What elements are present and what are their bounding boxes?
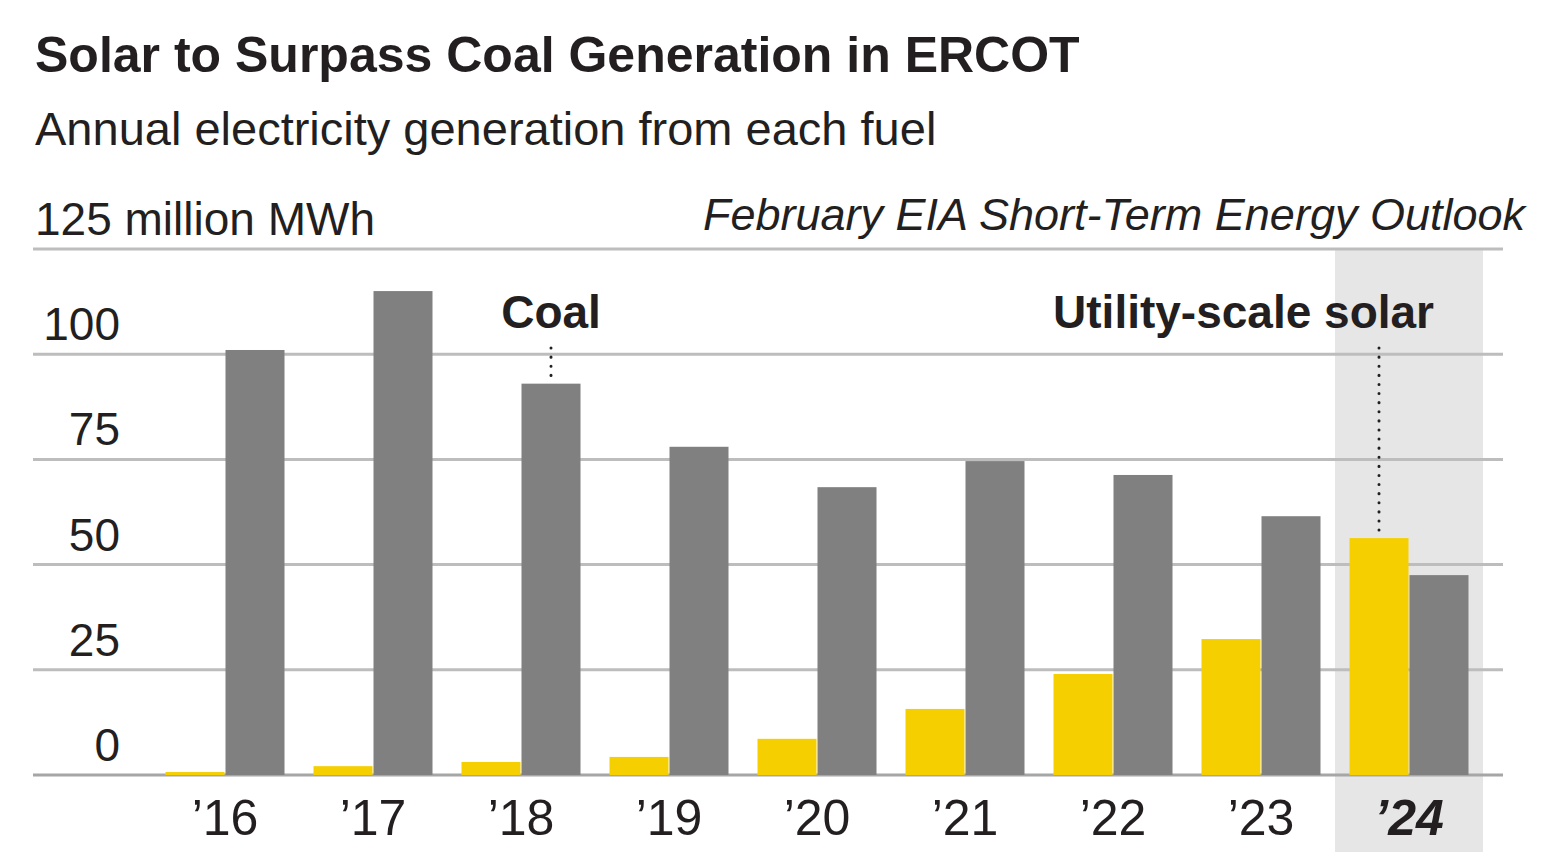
x-tick-label: ’23 bbox=[1228, 790, 1295, 846]
bar bbox=[1114, 475, 1173, 775]
bar bbox=[1410, 575, 1469, 775]
x-tick-label: ’18 bbox=[488, 790, 555, 846]
x-tick-label: ’20 bbox=[784, 790, 851, 846]
series-label: Utility-scale solar bbox=[1053, 286, 1434, 338]
bar bbox=[166, 772, 225, 775]
y-tick-label: 100 bbox=[43, 298, 120, 350]
background bbox=[0, 0, 1558, 867]
bar bbox=[374, 291, 433, 775]
bar bbox=[966, 461, 1025, 775]
subtitle: Annual electricity generation from each … bbox=[35, 102, 936, 155]
y-tick-label: 125 million MWh bbox=[35, 193, 375, 245]
bar bbox=[818, 487, 877, 775]
x-tick-label: ’21 bbox=[932, 790, 999, 846]
bar bbox=[670, 447, 729, 775]
x-tick-label: ’16 bbox=[192, 790, 259, 846]
source: February EIA Short-Term Energy Outlook bbox=[703, 189, 1527, 240]
chart: Solar to Surpass Coal Generation in ERCO… bbox=[0, 0, 1558, 867]
bar bbox=[522, 384, 581, 775]
leader-line bbox=[550, 348, 553, 380]
bars bbox=[166, 291, 1469, 775]
x-tick-label: ’17 bbox=[340, 790, 407, 846]
series-label: Coal bbox=[501, 286, 601, 338]
x-tick-label: ’24 bbox=[1374, 790, 1444, 846]
bar bbox=[610, 757, 669, 775]
highlight-band bbox=[1335, 249, 1483, 852]
y-tick-label: 25 bbox=[69, 614, 120, 666]
y-tick-label: 0 bbox=[94, 719, 120, 771]
x-tick-label: ’19 bbox=[636, 790, 703, 846]
bar bbox=[758, 739, 817, 775]
x-tick-label: ’22 bbox=[1080, 790, 1147, 846]
bar bbox=[226, 350, 285, 775]
bar bbox=[314, 766, 373, 775]
bar bbox=[906, 709, 965, 775]
bar bbox=[1350, 538, 1409, 775]
bar bbox=[1054, 674, 1113, 775]
leader-line bbox=[1378, 348, 1381, 534]
grid-line bbox=[33, 248, 1503, 251]
y-tick-label: 50 bbox=[69, 509, 120, 561]
bar bbox=[1202, 639, 1261, 775]
bar bbox=[1262, 516, 1321, 775]
bar bbox=[462, 762, 521, 775]
y-tick-label: 75 bbox=[69, 403, 120, 455]
title: Solar to Surpass Coal Generation in ERCO… bbox=[35, 27, 1080, 83]
